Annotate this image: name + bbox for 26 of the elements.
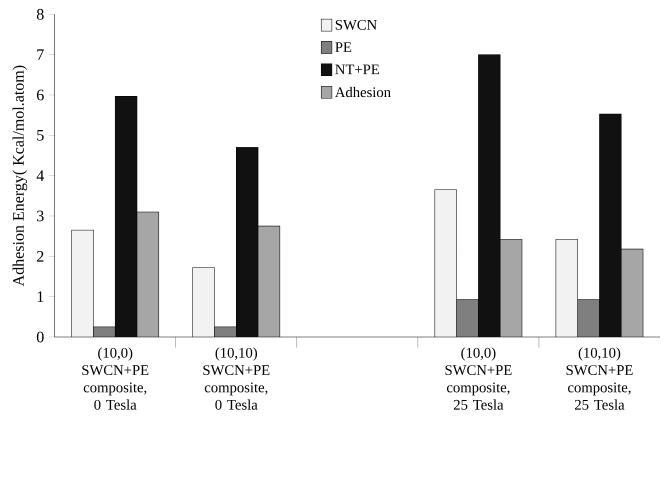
y-tick-label: 3 xyxy=(37,210,44,222)
y-tick-label: 1 xyxy=(38,291,44,302)
bar xyxy=(478,54,500,337)
y-tick-label: 5 xyxy=(37,130,44,141)
y-tick-label: 4 xyxy=(36,170,44,181)
y-tick-label: 7 xyxy=(37,49,44,60)
y-axis-title: Adhesion Energy( Kcal/mol.atom) xyxy=(12,66,28,286)
legend-label: SWCN xyxy=(336,20,377,30)
legend-label: NT+PE xyxy=(335,64,380,74)
x-tick-label: (10,0) SWCN+PE composite, 25 Tesla xyxy=(446,347,512,410)
y-tick-label: 6 xyxy=(36,90,44,100)
y-tick-label: 8 xyxy=(36,8,44,20)
bar xyxy=(93,326,116,337)
bar xyxy=(456,299,478,337)
bar xyxy=(599,114,622,337)
bar xyxy=(214,326,236,337)
legend-label: PE xyxy=(335,42,352,52)
legend-label: Adhesion xyxy=(334,86,391,98)
y-tick-label: 2 xyxy=(36,251,44,262)
bar xyxy=(115,96,137,337)
y-tick-label: 0 xyxy=(36,332,44,342)
x-tick-label: (10,10) SWCN+PE composite, 25 Tesla xyxy=(566,347,633,410)
bar xyxy=(577,299,600,337)
bar xyxy=(236,147,258,337)
x-tick-label: (10,0) SWCN+PE composite, 0 Tesla xyxy=(82,347,148,410)
x-tick-label: (10,10) SWCN+PE composite, 0 Tesla xyxy=(203,347,270,410)
